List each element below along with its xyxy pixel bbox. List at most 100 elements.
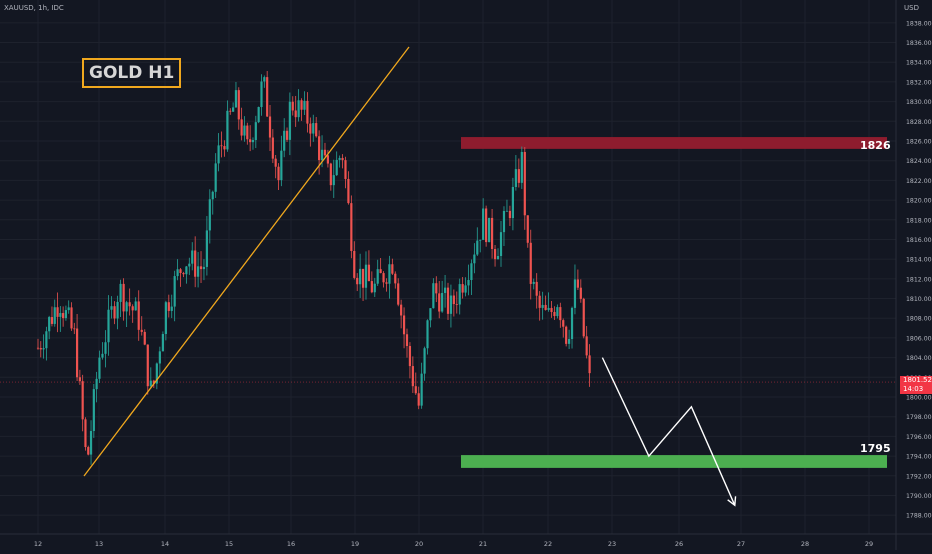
candle-body	[119, 283, 122, 302]
y-tick-label: 1824.00	[906, 158, 932, 165]
candle-body	[373, 283, 376, 293]
trendline	[83, 46, 410, 477]
candle-body	[237, 90, 240, 120]
candle-body	[464, 285, 467, 293]
candle-body	[254, 122, 257, 140]
candle-body	[277, 166, 280, 181]
candle-body	[443, 287, 447, 293]
candle-body	[570, 307, 574, 340]
candle-body	[116, 301, 119, 319]
y-tick-label: 1832.00	[906, 79, 932, 86]
candle-body	[229, 110, 232, 112]
candle-body	[332, 175, 335, 186]
candle-body	[490, 217, 494, 250]
x-tick-label: 12	[34, 540, 42, 548]
candle-body	[70, 307, 73, 329]
candle-body	[400, 304, 403, 316]
currency-label: USD	[904, 4, 919, 12]
candle-body	[211, 191, 214, 200]
candle-body	[479, 239, 482, 241]
candle-body	[137, 301, 140, 330]
candle-body	[268, 116, 272, 138]
candle-body	[508, 210, 512, 219]
x-tick-label: 22	[544, 540, 552, 548]
candle-body	[364, 264, 368, 288]
candle-body	[39, 348, 42, 350]
y-tick-label: 1800.00	[906, 395, 932, 402]
candle-body	[338, 157, 341, 160]
candle-body	[532, 281, 535, 284]
candle-body	[367, 264, 371, 282]
candle-body	[326, 155, 330, 164]
current-price-countdown: 14:03	[903, 385, 924, 393]
candle-body	[517, 169, 520, 183]
y-tick-label: 1790.00	[906, 493, 932, 500]
candle-body	[405, 334, 409, 347]
candle-body	[435, 283, 438, 294]
candle-body	[582, 298, 585, 337]
candle-body	[523, 151, 526, 216]
candle-body	[182, 273, 185, 275]
candle-body	[426, 320, 429, 349]
candle-body	[232, 107, 235, 112]
candle-body	[441, 292, 444, 312]
candle-body	[185, 266, 188, 275]
candle-body	[164, 302, 167, 335]
candle-body	[260, 81, 263, 108]
candle-body	[188, 263, 191, 267]
candle-body	[45, 331, 48, 349]
candle-body	[538, 295, 541, 308]
candle-body	[155, 363, 158, 384]
drawings	[83, 46, 737, 507]
candle-body	[285, 130, 289, 140]
candle-body	[514, 169, 517, 187]
candle-body	[199, 266, 203, 270]
candle-body	[541, 304, 544, 308]
candle-body	[556, 307, 559, 317]
candle-body	[315, 123, 318, 137]
candle-body	[432, 283, 435, 309]
candle-body	[361, 268, 365, 288]
candle-body	[499, 232, 503, 256]
y-tick-label: 1826.00	[906, 139, 932, 146]
zones	[0, 137, 896, 468]
candle-body	[470, 263, 473, 280]
candle-body	[246, 125, 249, 140]
candle-body	[565, 326, 568, 344]
candle-body	[388, 264, 391, 284]
x-tick-label: 21	[479, 540, 487, 548]
candle-body	[223, 146, 226, 150]
y-tick-label: 1816.00	[906, 237, 932, 244]
candle-body	[220, 145, 223, 147]
candle-body	[110, 306, 113, 310]
candle-body	[547, 307, 550, 310]
candle-body	[449, 295, 453, 314]
candle-body	[329, 163, 332, 186]
resistance-label: 1826	[860, 139, 891, 152]
y-tick-label: 1788.00	[906, 513, 932, 520]
x-tick-label: 20	[415, 540, 423, 548]
candle-body	[417, 393, 420, 406]
candle-body	[149, 380, 152, 387]
projection-arrowhead	[727, 496, 737, 507]
candle-body	[291, 101, 294, 111]
y-tick-label: 1798.00	[906, 414, 932, 421]
candle-body	[288, 101, 291, 140]
candle-body	[125, 302, 128, 312]
y-tick-label: 1808.00	[906, 316, 932, 323]
candle-body	[152, 380, 155, 384]
y-tick-label: 1814.00	[906, 257, 932, 264]
price-axis-bg	[896, 0, 932, 550]
y-tick-label: 1796.00	[906, 434, 932, 441]
candle-body	[303, 100, 306, 110]
candle-body	[461, 284, 464, 293]
candle-body	[402, 315, 406, 335]
candle-body	[320, 149, 324, 161]
candle-body	[452, 295, 455, 305]
candle-body	[134, 301, 137, 311]
candle-body	[263, 77, 266, 82]
x-tick-label: 23	[608, 540, 616, 548]
